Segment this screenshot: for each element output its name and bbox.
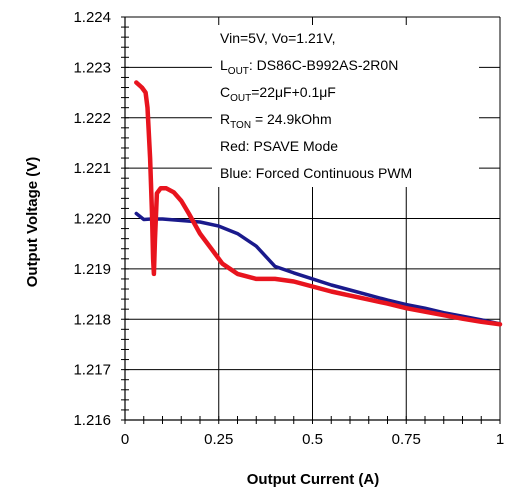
- annotation-line-2: LOUT: DS86C-B992AS-2R0N: [220, 57, 398, 77]
- x-axis-title: Output Current (A): [247, 471, 379, 488]
- annotation-line-3-main: C: [220, 84, 230, 100]
- annotation-background: [212, 25, 479, 187]
- y-tick-label: 1.220: [73, 211, 111, 228]
- annotation-line-3: COUT=22μF+0.1μF: [220, 84, 336, 104]
- annotation-line-4-rest: = 24.9kOhm: [251, 111, 332, 127]
- axes: [121, 16, 501, 424]
- series-line-0: [134, 211, 502, 326]
- annotation-line-4-main: R: [220, 111, 230, 127]
- x-tick-label: 0.75: [392, 431, 421, 448]
- annotation-line-5: Red: PSAVE Mode: [220, 138, 338, 154]
- y-tick-label: 1.222: [73, 110, 111, 127]
- y-tick-label: 1.216: [73, 412, 111, 429]
- annotation-line-2-main: L: [220, 57, 228, 73]
- annotation-line-4: RTON = 24.9kOhm: [220, 111, 332, 131]
- y-axis-title: Output Voltage (V): [24, 157, 41, 288]
- x-tick-label: 0: [121, 431, 129, 448]
- y-tick-label: 1.218: [73, 311, 111, 328]
- x-tick-label: 0.25: [204, 431, 233, 448]
- y-tick-label: 1.217: [73, 362, 111, 379]
- series-layer: [134, 80, 503, 327]
- annotation-line-3-sub: OUT: [230, 93, 251, 104]
- tick-labels: 1.216 1.217 1.218 1.219 1.220 1.221 1.222 1.223…: [73, 9, 504, 448]
- y-tick-label: 1.221: [73, 160, 111, 177]
- x-tick-label: 0.5: [302, 431, 323, 448]
- y-tick-label: 1.219: [73, 261, 111, 278]
- annotation-box: Vin=5V, Vo=1.21V, LOUT: DS86C-B992AS-2R0…: [212, 25, 479, 187]
- y-tick-label: 1.224: [73, 9, 111, 26]
- series-line-1: [134, 80, 503, 327]
- annotation-line-1: Vin=5V, Vo=1.21V,: [220, 30, 336, 46]
- annotation-line-4-sub: TON: [230, 120, 251, 131]
- annotation-line-3-rest: =22μF+0.1μF: [251, 84, 336, 100]
- annotation-line-6: Blue: Forced Continuous PWM: [220, 165, 412, 181]
- annotation-line-2-sub: OUT: [228, 66, 249, 77]
- x-tick-label: 1: [496, 431, 504, 448]
- annotation-line-2-rest: : DS86C-B992AS-2R0N: [249, 57, 398, 73]
- y-tick-label: 1.223: [73, 59, 111, 76]
